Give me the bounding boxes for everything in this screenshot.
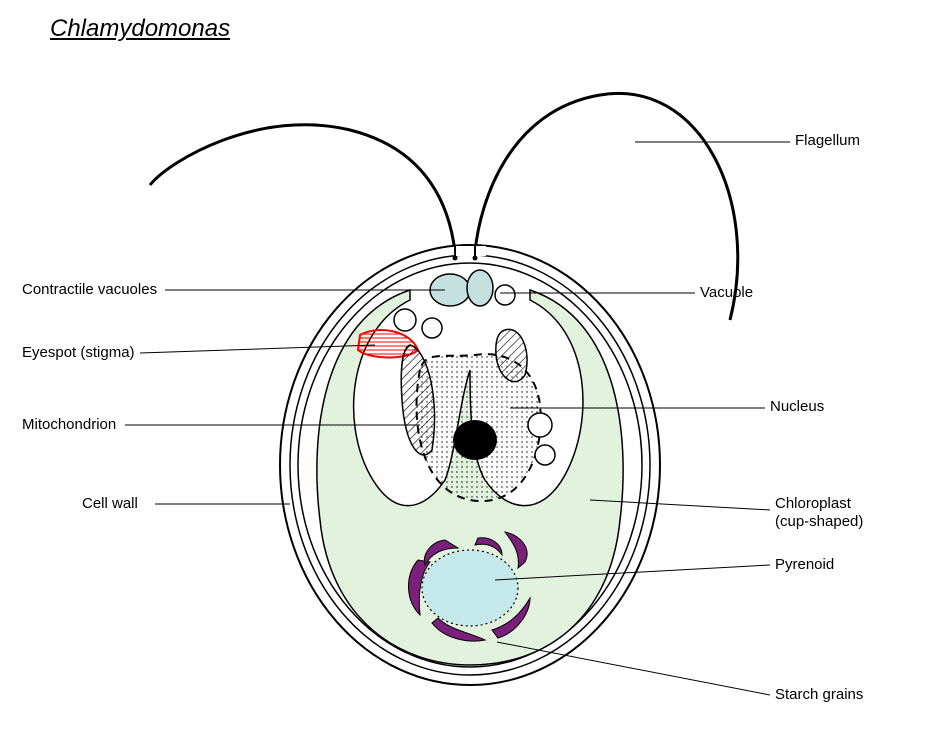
label-starch-grains: Starch grains <box>775 686 863 703</box>
label-chloroplast-1: Chloroplast <box>775 495 851 512</box>
label-pyrenoid: Pyrenoid <box>775 556 834 573</box>
label-contractile-vacuoles: Contractile vacuoles <box>22 281 157 298</box>
label-eyespot: Eyespot (stigma) <box>22 344 135 361</box>
label-flagellum: Flagellum <box>795 132 860 149</box>
vacuole-small-1 <box>495 285 515 305</box>
label-cell-wall: Cell wall <box>82 495 138 512</box>
flagellum-left <box>150 125 455 252</box>
contractile-vacuole-right <box>467 270 493 306</box>
label-vacuole: Vacuole <box>700 284 753 301</box>
vacuole-small-2 <box>394 309 416 331</box>
vacuole-small-5 <box>535 445 555 465</box>
label-chloroplast-2: (cup-shaped) <box>775 513 863 530</box>
nucleolus <box>453 420 497 460</box>
vacuole-small-4 <box>528 413 552 437</box>
label-mitochondrion: Mitochondrion <box>22 416 116 433</box>
diagram-svg <box>0 0 940 753</box>
vacuole-small-3 <box>422 318 442 338</box>
label-nucleus: Nucleus <box>770 398 824 415</box>
pyrenoid <box>422 550 518 626</box>
